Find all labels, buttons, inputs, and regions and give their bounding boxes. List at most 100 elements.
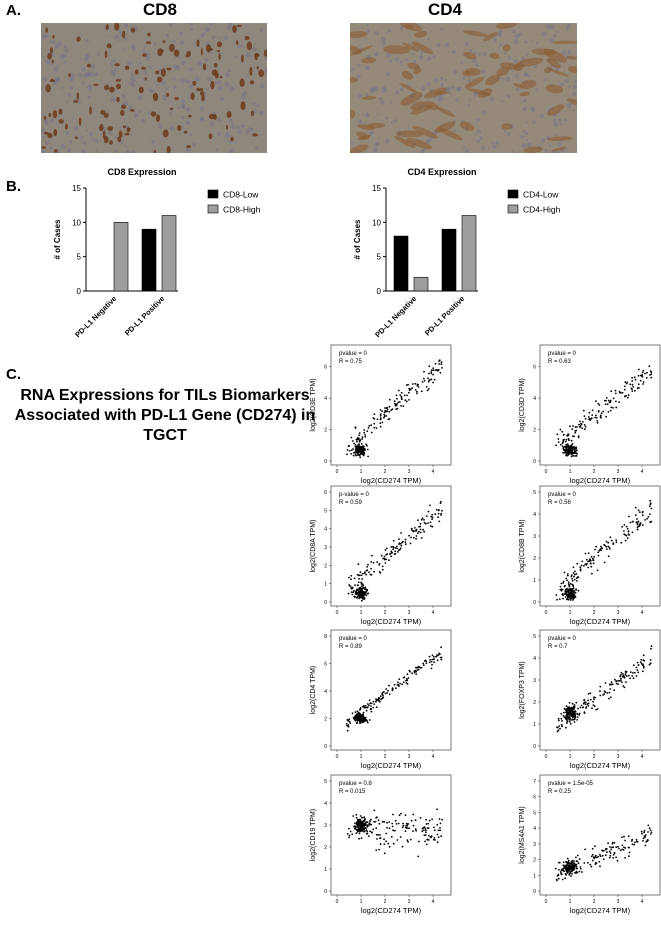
scatter-point xyxy=(415,670,417,673)
nucleus xyxy=(199,117,204,123)
nucleus xyxy=(181,99,186,104)
nucleus xyxy=(142,50,146,54)
scatter-point xyxy=(382,696,385,699)
scatter-point xyxy=(568,451,571,454)
scatter-point xyxy=(370,702,373,705)
scatter-point xyxy=(608,697,610,700)
plot-frame xyxy=(330,344,452,466)
scatter-point xyxy=(611,683,614,686)
y-axis-label: log2(CD8A TPM) xyxy=(310,520,317,573)
scatter-point xyxy=(440,658,443,661)
scatter-point xyxy=(356,713,358,715)
nucleus xyxy=(85,53,89,56)
nucleus xyxy=(467,79,471,83)
nucleus xyxy=(226,24,232,30)
nucleus xyxy=(124,144,128,148)
scatter-point xyxy=(400,405,402,407)
stained-region xyxy=(519,79,537,89)
nucleus xyxy=(184,79,188,82)
scatter-point xyxy=(569,723,572,725)
nucleus xyxy=(568,85,571,89)
scatter-point xyxy=(565,449,568,452)
scatter-point xyxy=(569,711,571,714)
scatter-point xyxy=(606,851,608,854)
scatter-point xyxy=(610,390,613,393)
scatter-point xyxy=(575,448,578,450)
r-annotation: R = 0.89 xyxy=(339,644,363,650)
scatter-point xyxy=(590,417,593,420)
x-tick-label: 3 xyxy=(617,469,620,475)
scatter-point xyxy=(347,719,350,722)
stained-cell xyxy=(93,83,99,86)
scatter-point xyxy=(370,561,373,563)
scatter-point xyxy=(414,819,417,822)
nucleus xyxy=(385,31,388,34)
scatter-point xyxy=(567,717,570,720)
scatter-point xyxy=(636,661,639,664)
scatter-point xyxy=(587,699,590,702)
scatter-point xyxy=(567,445,569,448)
stained-region xyxy=(400,92,423,106)
scatter-point xyxy=(427,377,429,380)
scatter-point xyxy=(563,711,565,714)
stained-cell xyxy=(129,109,135,112)
scatter-point xyxy=(361,436,364,438)
scatter-point xyxy=(585,564,588,566)
scatter-point xyxy=(427,827,430,830)
scatter-point xyxy=(561,720,563,722)
scatter-point xyxy=(637,520,640,523)
stained-cell xyxy=(196,87,200,92)
y-tick-label: 4 xyxy=(533,656,536,662)
nucleus xyxy=(259,111,264,116)
stained-cell xyxy=(87,63,91,68)
scatter-point xyxy=(619,675,621,678)
nucleus xyxy=(52,40,56,45)
nucleus xyxy=(173,39,177,43)
nucleus xyxy=(545,24,550,29)
scatter-point xyxy=(399,836,402,838)
scatter-point xyxy=(369,702,372,705)
nucleus xyxy=(55,77,60,82)
nucleus xyxy=(506,132,511,137)
scatter-point xyxy=(569,583,572,585)
scatter-point xyxy=(358,837,360,840)
nucleus xyxy=(173,64,178,69)
scatter-point xyxy=(404,814,407,816)
scatter-point xyxy=(641,524,644,527)
scatter-point xyxy=(566,722,568,724)
scatter-point xyxy=(650,373,653,376)
scatter-point xyxy=(375,827,378,830)
nucleus xyxy=(481,146,486,151)
scatter-point xyxy=(601,547,604,550)
scatter-point xyxy=(633,671,636,674)
nucleus xyxy=(209,23,213,26)
scatter-point xyxy=(573,592,575,594)
scatter-point xyxy=(581,560,584,563)
scatter-point xyxy=(562,448,565,451)
y-tick-label: 3 xyxy=(324,823,327,829)
nucleus xyxy=(187,120,190,124)
scatter-point xyxy=(427,522,429,524)
scatter-point xyxy=(615,680,617,683)
scatter-point xyxy=(404,538,407,541)
scatter-point xyxy=(607,555,610,558)
scatter-point xyxy=(578,425,581,428)
scatter-point xyxy=(614,678,616,681)
scatter-point xyxy=(641,832,643,835)
scatter-point xyxy=(366,592,369,595)
scatter-point xyxy=(357,828,360,831)
scatter-point xyxy=(400,812,402,815)
scatter-point xyxy=(571,702,574,705)
stained-cell xyxy=(157,76,163,83)
scatter-point xyxy=(392,813,394,816)
scatter-point xyxy=(346,729,349,732)
scatter-point xyxy=(360,715,363,718)
scatter-point xyxy=(562,597,564,600)
scatter-point xyxy=(605,397,608,399)
scatter-point xyxy=(609,409,612,412)
scatter-point xyxy=(407,391,410,394)
scatter-point xyxy=(648,663,651,666)
cd4-ihc-micrograph xyxy=(350,23,577,153)
